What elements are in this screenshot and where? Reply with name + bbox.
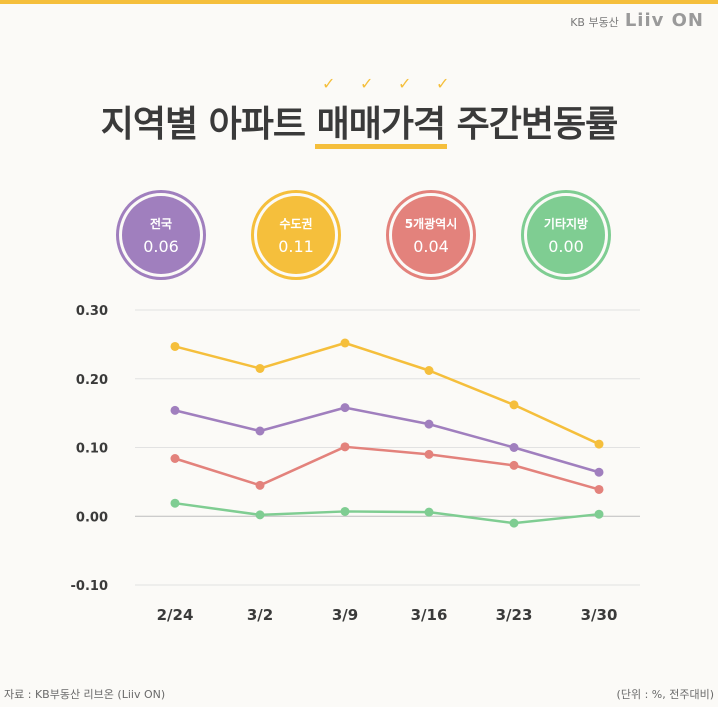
data-point [509, 443, 519, 452]
badge-value: 0.11 [278, 236, 314, 256]
series-line [174, 406, 600, 474]
x-tick-label: 3/23 [496, 606, 533, 624]
liiv-on-logo: Liiv ON [624, 10, 704, 31]
badge-national-inner: 전국 0.06 [122, 196, 200, 274]
badge-national: 전국 0.06 [116, 190, 206, 280]
badge-capital-inner: 수도권 0.11 [257, 196, 335, 274]
data-point [424, 419, 434, 429]
data-point [255, 510, 265, 520]
badge-capital: 수도권 0.11 [251, 190, 341, 280]
badge-metro-inner: 5개광역시 0.04 [392, 196, 470, 274]
y-tick-label: 0.30 [76, 304, 108, 319]
badge-label: 수도권 [279, 216, 313, 231]
title-suffix: 주간변동률 [445, 104, 619, 145]
data-point [509, 460, 519, 470]
data-point [594, 467, 604, 477]
badge-label: 5개광역시 [404, 216, 458, 231]
badge-label: 기타지방 [543, 216, 589, 231]
badge-label: 전국 [149, 216, 173, 231]
series-line [174, 501, 600, 525]
data-point [594, 484, 604, 494]
check-icon: ✓ [436, 74, 450, 93]
line-chart: 0.30 0.20 0.10 0.00 -0.10 2/24 3/2 3/9 3/16 3/23 3… [71, 304, 640, 624]
badge-other-inner: 기타지방 0.00 [527, 196, 605, 274]
page-title: 지역별 아파트 매매가격 주간변동률 [0, 95, 718, 149]
y-tick-label: 0.20 [76, 373, 108, 388]
badge-value: 0.06 [143, 236, 179, 256]
data-point [340, 506, 350, 516]
top-accent-bar [0, 0, 718, 4]
brand-logo: KB 부동산 Liiv ON [570, 10, 704, 31]
x-tick-label: 3/9 [332, 606, 358, 624]
series-line [174, 341, 600, 446]
data-point [255, 363, 265, 373]
check-icon: ✓ [398, 74, 412, 93]
x-tick-label: 2/24 [157, 606, 194, 624]
title-highlight: 매매가격 [314, 95, 448, 149]
x-tick-label: 3/30 [581, 606, 618, 624]
brand-kb-text: KB 부동산 [570, 16, 619, 29]
badge-metro: 5개광역시 0.04 [386, 190, 476, 280]
check-decorations: ✓ ✓ ✓ ✓ [318, 74, 458, 93]
data-point [424, 507, 434, 517]
y-tick-label: 0.00 [76, 510, 108, 525]
data-point [340, 403, 350, 413]
x-tick-label: 3/2 [247, 606, 273, 624]
data-point [594, 439, 604, 449]
badge-other: 기타지방 0.00 [521, 190, 611, 280]
unit-note: (단위 : %, 전주대비) [616, 688, 714, 701]
badge-value: 0.04 [413, 236, 449, 256]
source-note: 자료 : KB부동산 리브온 (Liiv ON) [4, 688, 166, 701]
data-point [170, 405, 180, 415]
y-tick-label: 0.10 [76, 442, 108, 457]
badge-value: 0.00 [548, 236, 584, 256]
check-icon: ✓ [322, 74, 336, 93]
title-prefix: 지역별 아파트 [100, 104, 317, 145]
data-point [170, 454, 180, 463]
check-icon: ✓ [360, 74, 374, 93]
data-point [255, 426, 265, 436]
data-point [170, 498, 180, 508]
data-point [424, 366, 434, 375]
data-point [255, 480, 265, 490]
data-point [424, 449, 434, 459]
data-point [509, 400, 519, 410]
series-line [174, 445, 600, 491]
x-tick-label: 3/16 [411, 606, 448, 624]
data-point [170, 341, 180, 351]
data-point [594, 509, 604, 519]
data-point [509, 518, 519, 528]
y-tick-label: -0.10 [71, 579, 108, 594]
data-point [340, 338, 350, 348]
data-point [340, 442, 350, 452]
